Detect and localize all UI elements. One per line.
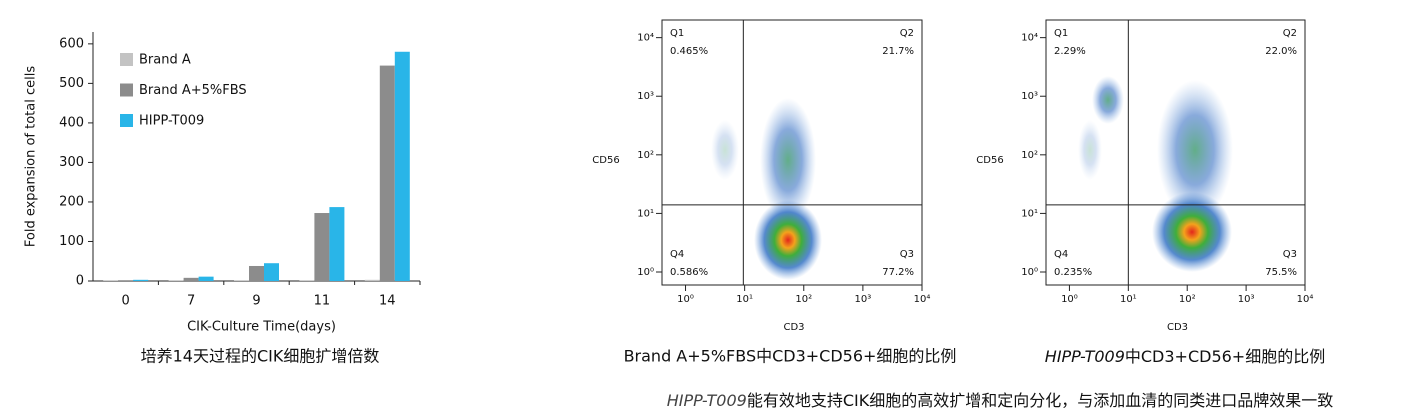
bar [379,65,395,281]
bar [234,280,249,281]
x-tick-label: 10⁰ [1061,294,1078,305]
quadrant-name: Q2 [900,28,914,39]
y-tick-label: 600 [59,36,84,51]
bar [249,265,264,281]
density-cloud [760,98,816,222]
quadrant-percent: 22.0% [1265,46,1297,57]
y-tick-label: 300 [59,155,84,170]
bar [198,276,214,281]
caption-italic: HIPP-T009 [1045,347,1125,366]
x-tick-label: 10³ [855,294,872,305]
quadrant-percent: 2.29% [1054,46,1086,57]
x-tick-label: 7 [187,294,195,309]
legend-swatch [120,53,133,66]
density-cloud [1157,80,1233,220]
density-clouds [711,76,1233,280]
quadrant-name: Q1 [670,28,684,39]
x-tick-label: 10¹ [1120,294,1137,305]
quadrant-name: Q1 [1054,28,1068,39]
caption: 培养14天过程的CIK细胞扩增倍数 [141,347,380,366]
bar [329,207,345,281]
y-axis-label: Fold expansion of total cells [24,66,39,247]
y-axis-label: CD56 [976,155,1003,166]
y-tick-label: 0 [76,274,84,289]
y-tick-label: 10¹ [637,208,654,219]
x-tick-label: 10⁴ [914,294,931,305]
y-tick-label: 10⁰ [1021,267,1038,278]
x-axis-label: CD3 [783,322,804,333]
x-axis-label: CD3 [1167,322,1188,333]
y-tick-label: 10⁴ [1021,33,1038,44]
y-tick-label: 100 [59,234,84,249]
legend-swatch [120,114,133,127]
density-cloud [1152,192,1232,272]
quadrant-percent: 0.586% [670,267,708,278]
quadrant-percent: 77.2% [882,267,914,278]
x-tick-label: 10² [1179,294,1196,305]
legend-label: Brand A+5%FBS [139,83,247,98]
quadrant-percent: 75.5% [1265,267,1297,278]
quadrant-name: Q3 [900,249,914,260]
x-tick-label: 11 [314,294,331,309]
x-tick-label: 10³ [1238,294,1255,305]
x-tick-label: 10⁴ [1297,294,1314,305]
y-tick-label: 10⁴ [637,33,654,44]
plot-frame [1045,19,1306,286]
bar [299,280,315,281]
plot-frame [661,19,923,286]
bar [364,279,380,281]
bar [314,213,330,281]
quadrant-name: Q4 [1054,249,1068,260]
y-axis-label: CD56 [592,155,619,166]
bar [118,280,134,281]
y-tick-label: 500 [59,76,84,91]
quadrant-name: Q2 [1283,28,1297,39]
footer-italic: HIPP-T009 [667,391,747,410]
caption: Brand A+5%FBS中CD3+CD56+细胞的比例 [624,347,957,366]
legend-label: HIPP-T009 [139,114,204,129]
quadrant-percent: 0.465% [670,46,708,57]
quadrant-percent: 0.235% [1054,267,1092,278]
bar [264,263,279,281]
legend-label: Brand A [139,53,191,68]
x-tick-label: 10¹ [736,294,753,305]
y-tick-label: 10² [1021,150,1038,161]
quadrant-name: Q4 [670,249,684,260]
x-tick-label: 0 [122,294,130,309]
x-tick-label: 10² [795,294,812,305]
y-tick-label: 10⁰ [637,267,654,278]
density-cloud [1078,120,1102,180]
y-tick-label: 10¹ [1021,208,1038,219]
bar [133,279,149,281]
x-tick-label: 9 [252,294,260,309]
legend-swatch [120,83,133,97]
y-tick-label: 10² [637,150,654,161]
y-tick-label: 10³ [1021,91,1038,102]
density-cloud [1092,76,1124,124]
y-tick-label: 400 [59,115,84,130]
density-cloud [754,200,822,280]
x-tick-label: 14 [379,294,396,309]
quadrant-percent: 21.7% [882,46,914,57]
bar [394,51,410,282]
x-axis-label: CIK-Culture Time(days) [187,320,336,335]
y-tick-label: 10³ [637,91,654,102]
quadrant-name: Q3 [1283,249,1297,260]
bar [183,277,199,281]
density-cloud [711,120,739,180]
caption-text: 中CD3+CD56+细胞的比例 [1125,347,1325,366]
y-tick-label: 200 [59,194,84,209]
footer-text: 能有效地支持CIK细胞的高效扩增和定向分化，与添加血清的同类进口品牌效果一致 [747,391,1333,410]
footer: HIPP-T009能有效地支持CIK细胞的高效扩增和定向分化，与添加血清的同类进… [667,391,1333,410]
caption: HIPP-T009中CD3+CD56+细胞的比例 [1045,347,1325,366]
x-tick-label: 10⁰ [677,294,694,305]
